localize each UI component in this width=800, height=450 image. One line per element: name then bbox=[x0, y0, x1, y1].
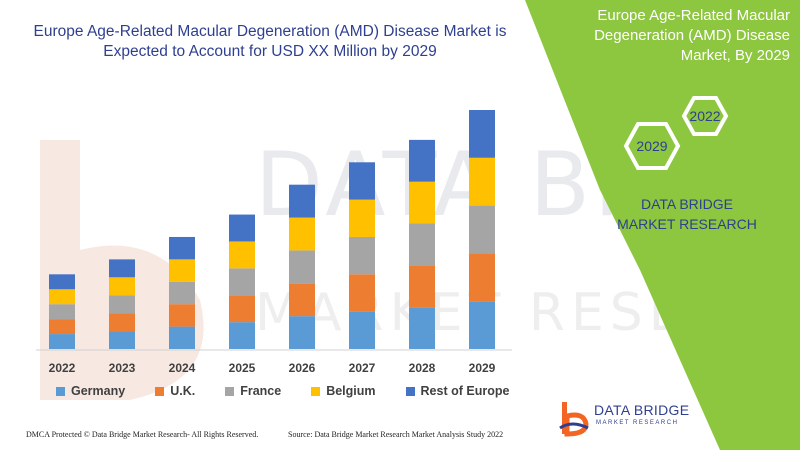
legend-label: France bbox=[240, 384, 282, 398]
bar-2027-rest-of-europe bbox=[349, 162, 375, 200]
bar-2023-u-k bbox=[109, 313, 135, 332]
chart-title: Europe Age-Related Macular Degeneration … bbox=[33, 23, 507, 60]
logo: DATA BRIDGE MARKET RESEARCH bbox=[558, 398, 708, 442]
bars-group bbox=[49, 110, 495, 349]
x-tick-2023: 2023 bbox=[109, 361, 136, 375]
bar-2026-rest-of-europe bbox=[289, 184, 315, 218]
hexagon-2022-label: 2022 bbox=[689, 108, 720, 124]
bar-2024-germany bbox=[169, 326, 195, 349]
x-tick-2022: 2022 bbox=[49, 361, 76, 375]
legend-item-belgium: Belgium bbox=[311, 384, 376, 398]
logo-icon bbox=[559, 402, 589, 437]
legend-swatch bbox=[311, 386, 321, 396]
x-tick-2028: 2028 bbox=[409, 361, 436, 375]
bar-2027-france bbox=[349, 236, 375, 275]
bar-2023-germany bbox=[109, 331, 135, 349]
bar-2022-rest-of-europe bbox=[49, 274, 75, 290]
bar-2022-france bbox=[49, 304, 75, 320]
legend-label: U.K. bbox=[170, 384, 196, 398]
bar-2029-rest-of-europe bbox=[469, 110, 495, 158]
bar-2022-belgium bbox=[49, 289, 75, 305]
legend-item-u-k: U.K. bbox=[155, 384, 195, 398]
x-tick-2026: 2026 bbox=[289, 361, 316, 375]
legend-swatch bbox=[225, 386, 235, 396]
legend-swatch bbox=[405, 386, 415, 396]
bar-2027-u-k bbox=[349, 274, 375, 312]
bar-2025-france bbox=[229, 268, 255, 296]
bar-2029-france bbox=[469, 205, 495, 254]
bar-2029-belgium bbox=[469, 157, 495, 206]
green-panel-shape bbox=[525, 0, 800, 450]
x-tick-2029: 2029 bbox=[469, 361, 496, 375]
bar-2024-u-k bbox=[169, 304, 195, 327]
bar-2025-belgium bbox=[229, 241, 255, 269]
bar-2023-rest-of-europe bbox=[109, 259, 135, 278]
legend-item-rest-of-europe: Rest of Europe bbox=[405, 384, 510, 398]
legend-label: Germany bbox=[71, 384, 126, 398]
side-panel-brand: DATA BRIDGE MARKET RESEARCH bbox=[617, 196, 757, 232]
x-tick-2027: 2027 bbox=[349, 361, 376, 375]
legend-label: Rest of Europe bbox=[420, 384, 510, 398]
hexagon-2022 bbox=[681, 96, 729, 136]
bar-2022-u-k bbox=[49, 319, 75, 335]
bar-2028-u-k bbox=[409, 265, 435, 308]
footer-source: Source: Data Bridge Market Research Mark… bbox=[288, 430, 504, 439]
hexagon-2029-label: 2029 bbox=[636, 138, 667, 154]
bar-2027-germany bbox=[349, 311, 375, 349]
bar-2026-u-k bbox=[289, 283, 315, 317]
bar-2025-u-k bbox=[229, 295, 255, 323]
legend-item-france: France bbox=[225, 384, 281, 398]
bar-2026-germany bbox=[289, 316, 315, 349]
bar-2025-rest-of-europe bbox=[229, 214, 255, 242]
bar-2028-germany bbox=[409, 307, 435, 349]
hexagon-2029 bbox=[623, 122, 681, 170]
legend: Germany U.K. France Belgium Rest of Europe bbox=[56, 384, 539, 398]
legend-label: Belgium bbox=[326, 384, 376, 398]
bar-2027-belgium bbox=[349, 199, 375, 237]
bar-2025-germany bbox=[229, 322, 255, 349]
bar-2024-belgium bbox=[169, 259, 195, 282]
bar-2024-rest-of-europe bbox=[169, 236, 195, 260]
bar-2024-france bbox=[169, 281, 195, 305]
x-tick-labels: 2022 2023 2024 2025 2026 2027 2028 2029 bbox=[49, 361, 496, 375]
bar-2028-france bbox=[409, 223, 435, 266]
x-tick-2024: 2024 bbox=[169, 361, 196, 375]
legend-item-germany: Germany bbox=[56, 384, 125, 398]
legend-swatch bbox=[56, 386, 65, 396]
bar-2022-germany bbox=[49, 334, 75, 349]
legend-swatch bbox=[155, 386, 165, 396]
bar-2023-belgium bbox=[109, 277, 135, 296]
bar-2026-france bbox=[289, 250, 315, 284]
logo-subtitle: MARKET RESEARCH bbox=[596, 420, 679, 426]
bar-2029-germany bbox=[469, 301, 495, 349]
footer-copyright: DMCA Protected © Data Bridge Market Rese… bbox=[26, 430, 259, 439]
side-panel-title: Europe Age-Related Macular Degeneration … bbox=[594, 7, 790, 64]
logo-name: DATA BRIDGE bbox=[594, 402, 690, 418]
bar-2023-france bbox=[109, 295, 135, 314]
bar-2028-rest-of-europe bbox=[409, 139, 435, 182]
bar-2029-u-k bbox=[469, 253, 495, 302]
x-tick-2025: 2025 bbox=[229, 361, 256, 375]
bar-2028-belgium bbox=[409, 181, 435, 224]
bar-2026-belgium bbox=[289, 217, 315, 251]
